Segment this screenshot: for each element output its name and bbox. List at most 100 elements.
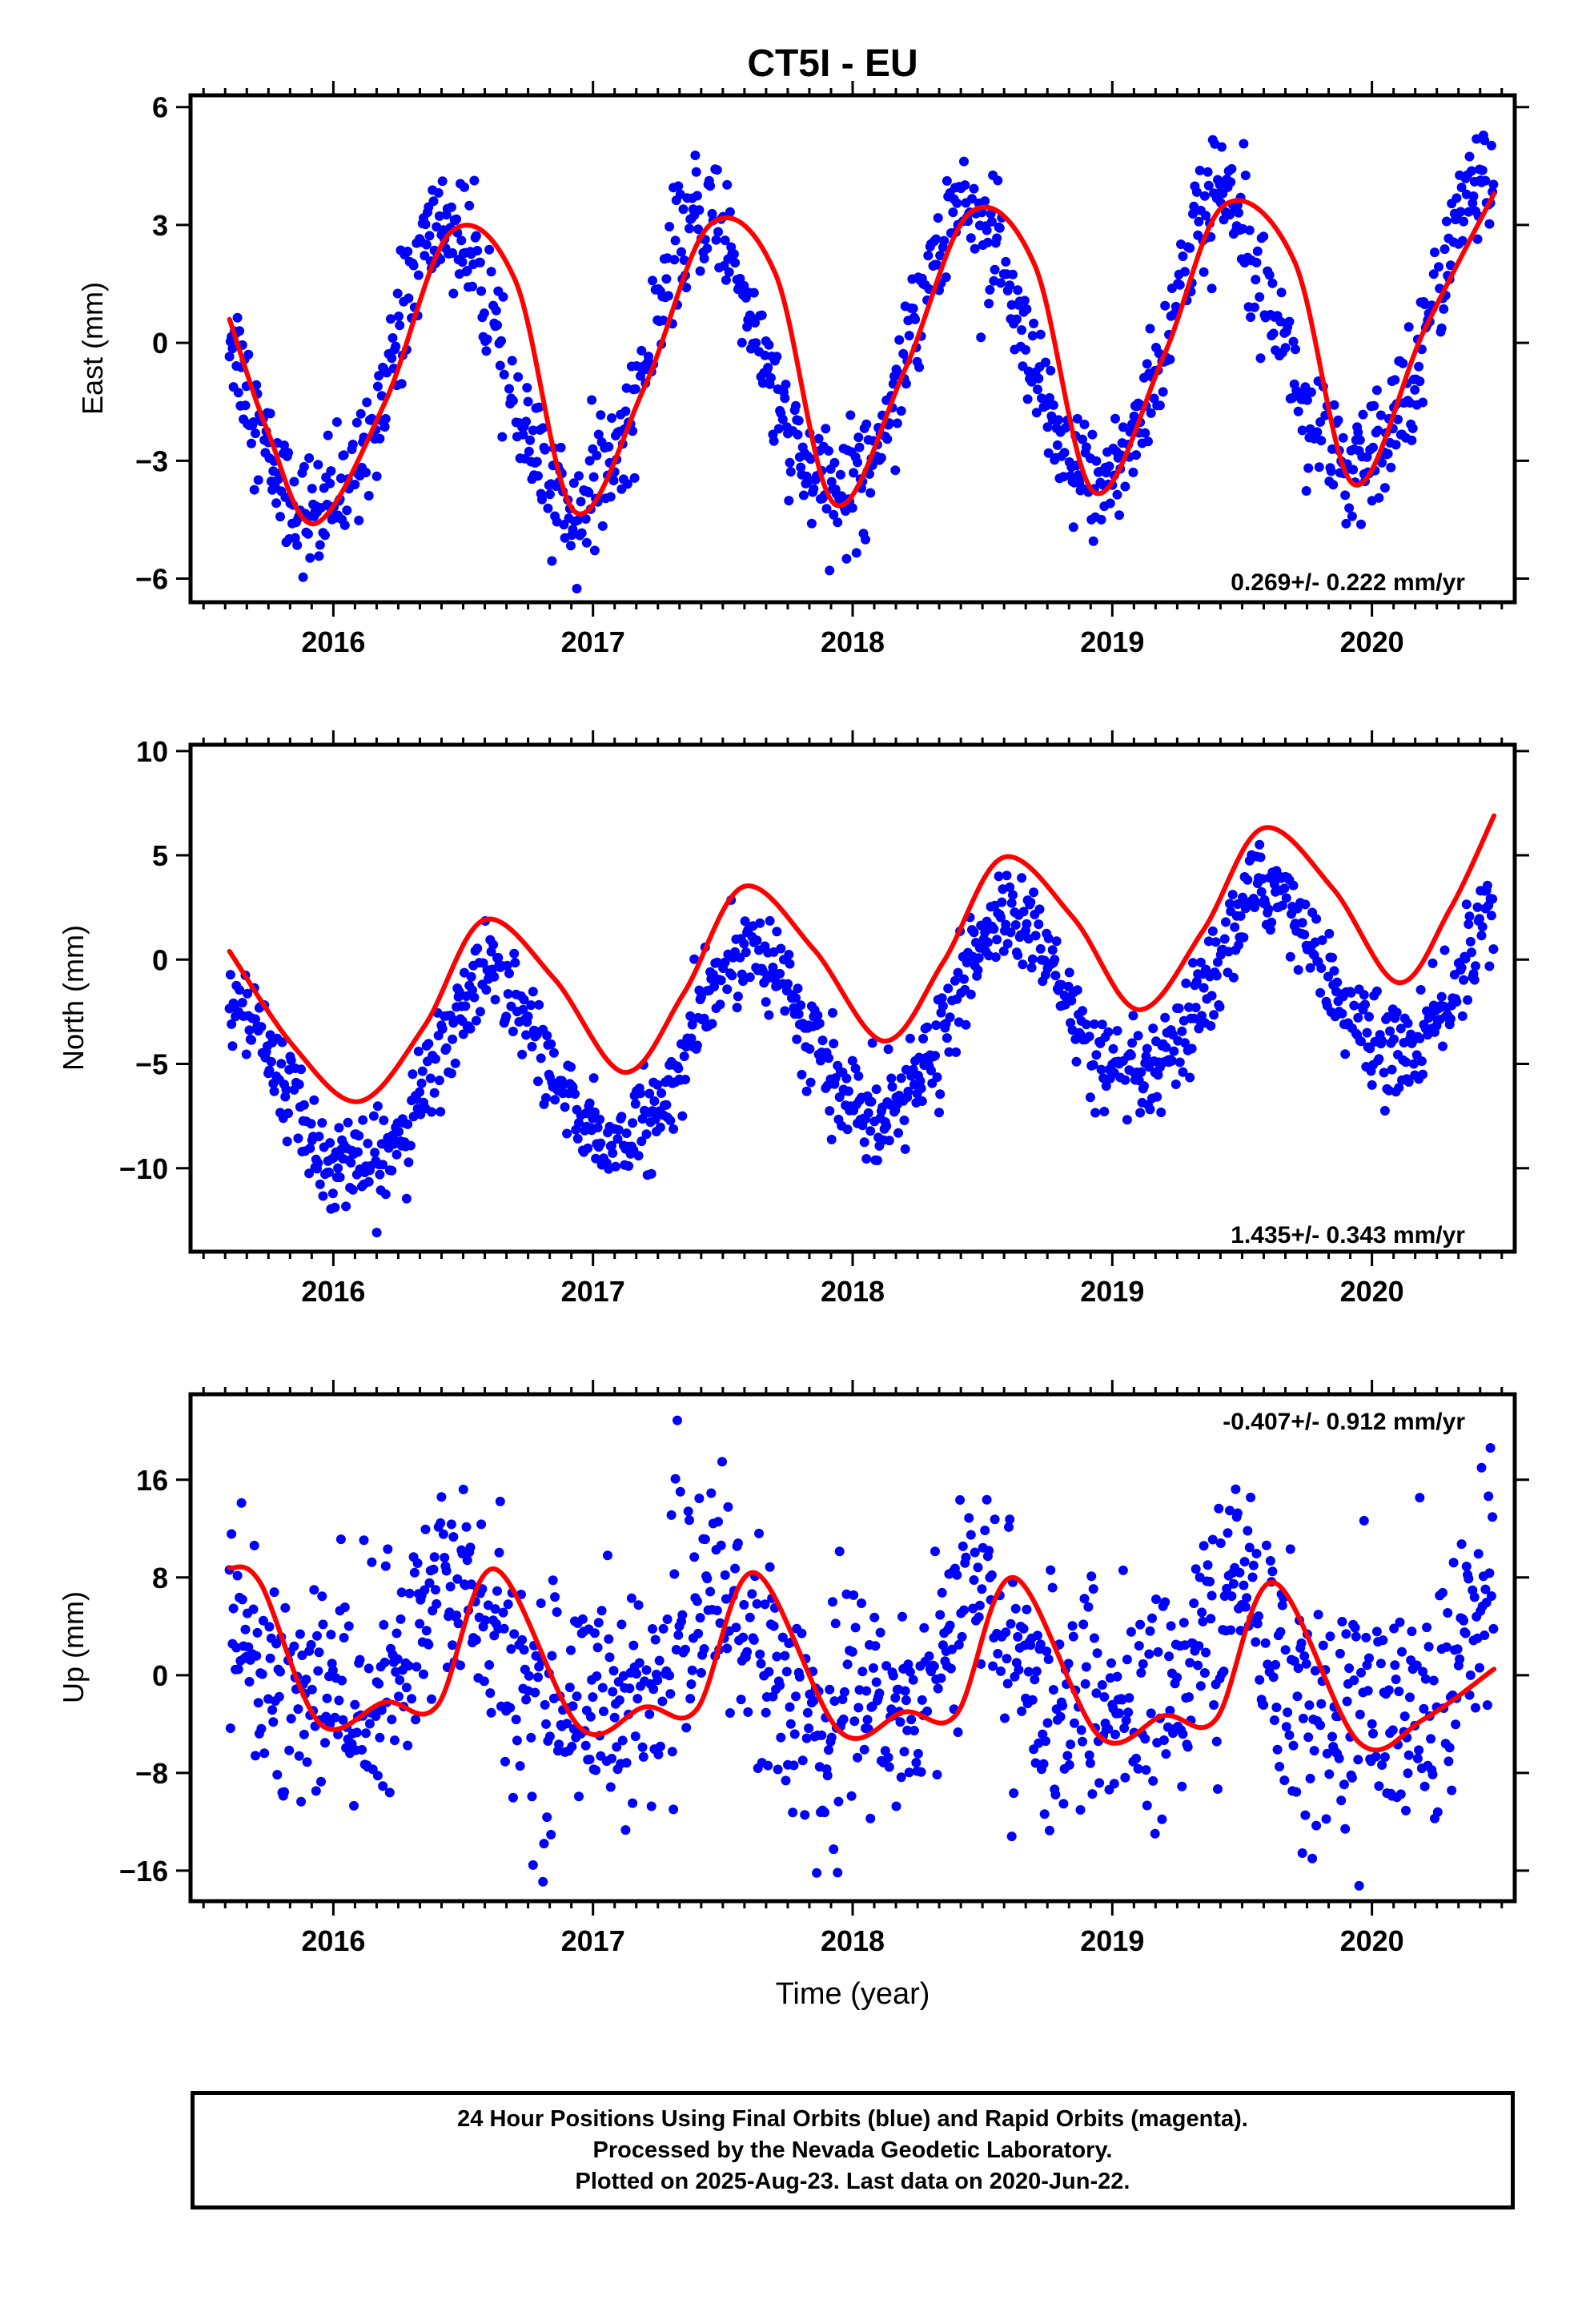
- data-point: [1441, 216, 1452, 227]
- data-point: [550, 1592, 560, 1602]
- data-point: [1251, 275, 1261, 285]
- data-point: [494, 1547, 504, 1558]
- data-point: [980, 196, 990, 207]
- data-point: [1174, 1003, 1184, 1014]
- data-point: [1110, 1729, 1120, 1739]
- data-point: [396, 1587, 407, 1598]
- data-point: [343, 1117, 353, 1128]
- data-point: [1334, 1753, 1344, 1763]
- data-point: [841, 1073, 852, 1084]
- data-point: [247, 1035, 256, 1045]
- x-tick-label: 2019: [1080, 625, 1144, 658]
- data-point: [1019, 296, 1030, 306]
- data-point: [1174, 1057, 1185, 1068]
- data-point: [1267, 278, 1278, 288]
- data-point: [678, 204, 689, 215]
- x-tick-label: 2018: [821, 1924, 885, 1957]
- data-point: [416, 1078, 427, 1088]
- data-point: [1008, 269, 1018, 279]
- data-point: [339, 1633, 349, 1642]
- data-point: [495, 360, 505, 371]
- data-point: [895, 1717, 905, 1727]
- data-point: [862, 1715, 873, 1725]
- data-point: [1172, 1672, 1182, 1683]
- data-point: [448, 247, 458, 258]
- data-point: [1014, 1665, 1024, 1675]
- data-point: [969, 1575, 979, 1585]
- data-point: [1088, 1059, 1098, 1070]
- data-point: [841, 553, 852, 564]
- data-point: [293, 1704, 303, 1715]
- data-point: [1001, 256, 1011, 267]
- data-point: [624, 1683, 635, 1694]
- data-point: [1408, 1059, 1419, 1069]
- data-point: [1395, 1023, 1406, 1034]
- data-point: [1091, 1050, 1102, 1060]
- data-point: [1209, 1700, 1219, 1710]
- data-point: [441, 1043, 452, 1053]
- data-point: [932, 1072, 942, 1083]
- data-point: [1039, 1809, 1050, 1819]
- data-point: [725, 1708, 735, 1718]
- data-point: [992, 233, 1002, 243]
- data-point: [1088, 536, 1098, 546]
- data-point: [849, 1590, 859, 1600]
- data-point: [900, 1686, 910, 1696]
- data-point: [789, 1760, 799, 1771]
- data-point: [1118, 422, 1128, 432]
- data-point: [722, 984, 733, 995]
- data-point: [1415, 376, 1425, 387]
- data-point: [985, 284, 995, 295]
- data-point: [857, 1598, 866, 1608]
- data-point: [501, 1011, 512, 1022]
- data-point: [849, 468, 859, 478]
- data-point: [1378, 1635, 1388, 1646]
- data-point: [1122, 1115, 1132, 1125]
- data-point: [802, 1707, 813, 1718]
- data-point: [436, 1107, 446, 1117]
- data-point: [667, 1747, 677, 1757]
- data-point: [1213, 1784, 1223, 1794]
- data-point: [568, 525, 578, 535]
- data-point: [1141, 1765, 1151, 1775]
- data-point: [658, 316, 669, 326]
- data-point: [1403, 1018, 1413, 1028]
- data-point: [604, 441, 614, 452]
- data-point: [632, 1669, 642, 1679]
- data-point: [1166, 1055, 1177, 1066]
- data-point: [657, 1696, 668, 1707]
- data-point: [448, 1640, 458, 1651]
- data-point: [227, 1041, 238, 1051]
- data-point: [1340, 1823, 1351, 1834]
- data-point: [793, 1009, 804, 1019]
- data-point: [272, 1770, 283, 1780]
- data-point: [392, 288, 403, 299]
- data-point: [1156, 1108, 1166, 1117]
- data-point: [235, 985, 245, 995]
- data-point: [736, 1695, 746, 1705]
- data-point: [404, 1661, 414, 1671]
- data-point: [1326, 466, 1336, 476]
- x-tick-label: 2018: [821, 625, 885, 658]
- data-point: [909, 1726, 919, 1735]
- data-point: [1096, 1064, 1106, 1075]
- data-point: [506, 1644, 516, 1655]
- data-point: [911, 1758, 921, 1767]
- data-point: [757, 310, 767, 320]
- data-point: [541, 1719, 551, 1729]
- data-point: [228, 1603, 239, 1614]
- data-point: [796, 1000, 806, 1011]
- data-point: [1469, 975, 1480, 985]
- data-point: [820, 1807, 829, 1818]
- data-point: [533, 471, 543, 481]
- data-point: [1085, 1092, 1095, 1103]
- data-point: [775, 1680, 785, 1691]
- data-point: [1296, 1638, 1307, 1648]
- data-point: [706, 1488, 717, 1498]
- data-point: [390, 1735, 400, 1746]
- data-point: [1288, 880, 1299, 891]
- data-point: [1452, 1644, 1463, 1655]
- data-point: [994, 871, 1004, 882]
- data-point: [411, 1715, 421, 1725]
- data-point: [312, 1630, 322, 1641]
